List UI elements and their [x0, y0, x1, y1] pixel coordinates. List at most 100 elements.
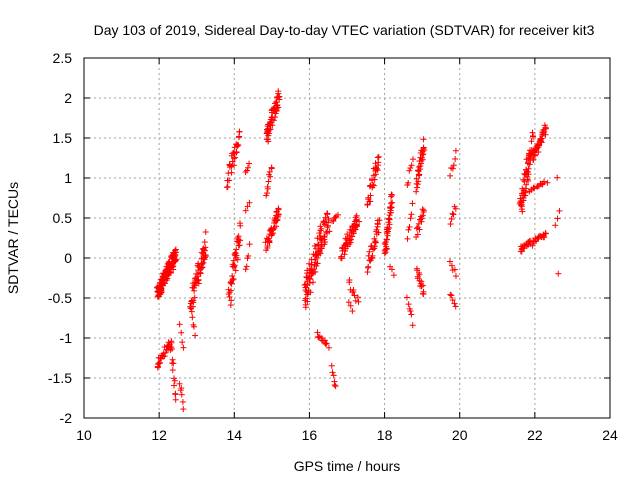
data-point	[179, 339, 186, 346]
data-point	[447, 258, 454, 265]
data-point	[325, 216, 332, 223]
data-point	[233, 149, 240, 156]
data-point	[228, 297, 235, 304]
data-point	[349, 233, 356, 240]
data-point	[197, 269, 204, 276]
data-point	[316, 249, 323, 256]
data-point	[236, 220, 243, 227]
data-point	[270, 226, 277, 233]
data-point	[407, 307, 414, 314]
x-tick-label: 22	[527, 427, 543, 443]
data-point	[234, 142, 241, 149]
data-point	[450, 162, 457, 169]
data-point	[420, 151, 427, 158]
data-point	[369, 246, 376, 253]
data-point	[448, 292, 455, 299]
data-point	[414, 231, 421, 238]
data-point	[325, 344, 332, 351]
data-point	[554, 174, 561, 181]
data-point	[228, 169, 235, 176]
data-point	[242, 266, 249, 273]
data-point	[519, 208, 526, 215]
y-tick-label: -1.5	[48, 370, 72, 386]
data-point	[413, 188, 420, 195]
data-point	[263, 192, 270, 199]
data-point	[538, 135, 545, 142]
data-point	[416, 271, 423, 278]
data-point	[406, 223, 413, 230]
data-point	[195, 276, 202, 283]
data-point	[229, 273, 236, 280]
data-point	[228, 280, 235, 287]
x-axis-label: GPS time / hours	[294, 458, 401, 474]
data-point	[275, 88, 282, 95]
data-point	[372, 239, 379, 246]
data-point	[263, 247, 270, 254]
data-point	[421, 147, 428, 154]
data-point	[418, 215, 425, 222]
data-point	[416, 171, 423, 178]
data-point	[390, 272, 397, 279]
data-point	[376, 217, 383, 224]
data-point	[418, 158, 425, 165]
data-point	[414, 181, 421, 188]
data-point	[417, 166, 424, 173]
data-point	[275, 94, 282, 101]
data-point	[161, 353, 168, 360]
data-point	[530, 133, 537, 140]
data-point	[199, 264, 206, 271]
data-point	[351, 292, 358, 299]
data-point	[542, 230, 549, 237]
data-point	[533, 237, 540, 244]
data-point	[226, 293, 233, 300]
data-point	[330, 218, 337, 225]
data-point	[556, 207, 563, 214]
data-point	[374, 154, 381, 161]
data-point	[269, 122, 276, 129]
data-point	[246, 241, 253, 248]
data-point	[167, 261, 174, 268]
data-point	[246, 160, 253, 167]
data-point	[542, 131, 549, 138]
data-point	[244, 164, 251, 171]
data-point	[202, 228, 209, 235]
data-point	[229, 158, 236, 165]
data-point	[242, 207, 249, 214]
data-point	[180, 406, 187, 413]
data-point	[172, 249, 179, 256]
data-point	[386, 224, 393, 231]
data-point	[267, 173, 274, 180]
data-point	[338, 253, 345, 260]
data-point	[162, 349, 169, 356]
data-point	[526, 161, 533, 168]
data-point	[420, 136, 427, 143]
data-point	[370, 182, 377, 189]
x-tick-label: 18	[377, 427, 393, 443]
x-tick-label: 24	[602, 427, 618, 443]
data-point	[171, 382, 178, 389]
y-tick-label: 1	[64, 170, 72, 186]
data-point	[525, 177, 532, 184]
data-point	[275, 211, 282, 218]
data-point	[178, 391, 185, 398]
data-point	[161, 280, 168, 287]
data-point	[234, 256, 241, 263]
data-point	[452, 205, 459, 212]
data-point	[318, 242, 325, 249]
data-point	[334, 211, 341, 218]
x-tick-label: 20	[452, 427, 468, 443]
data-point	[367, 198, 374, 205]
data-point	[176, 321, 183, 328]
data-point	[268, 165, 275, 172]
data-point	[410, 156, 417, 163]
data-point	[381, 250, 388, 257]
data-point	[233, 246, 240, 253]
data-point	[529, 129, 536, 136]
data-point	[318, 225, 325, 232]
data-point	[409, 200, 416, 207]
data-point	[172, 391, 179, 398]
data-point	[388, 204, 395, 211]
data-point	[347, 302, 354, 309]
data-point	[178, 385, 185, 392]
